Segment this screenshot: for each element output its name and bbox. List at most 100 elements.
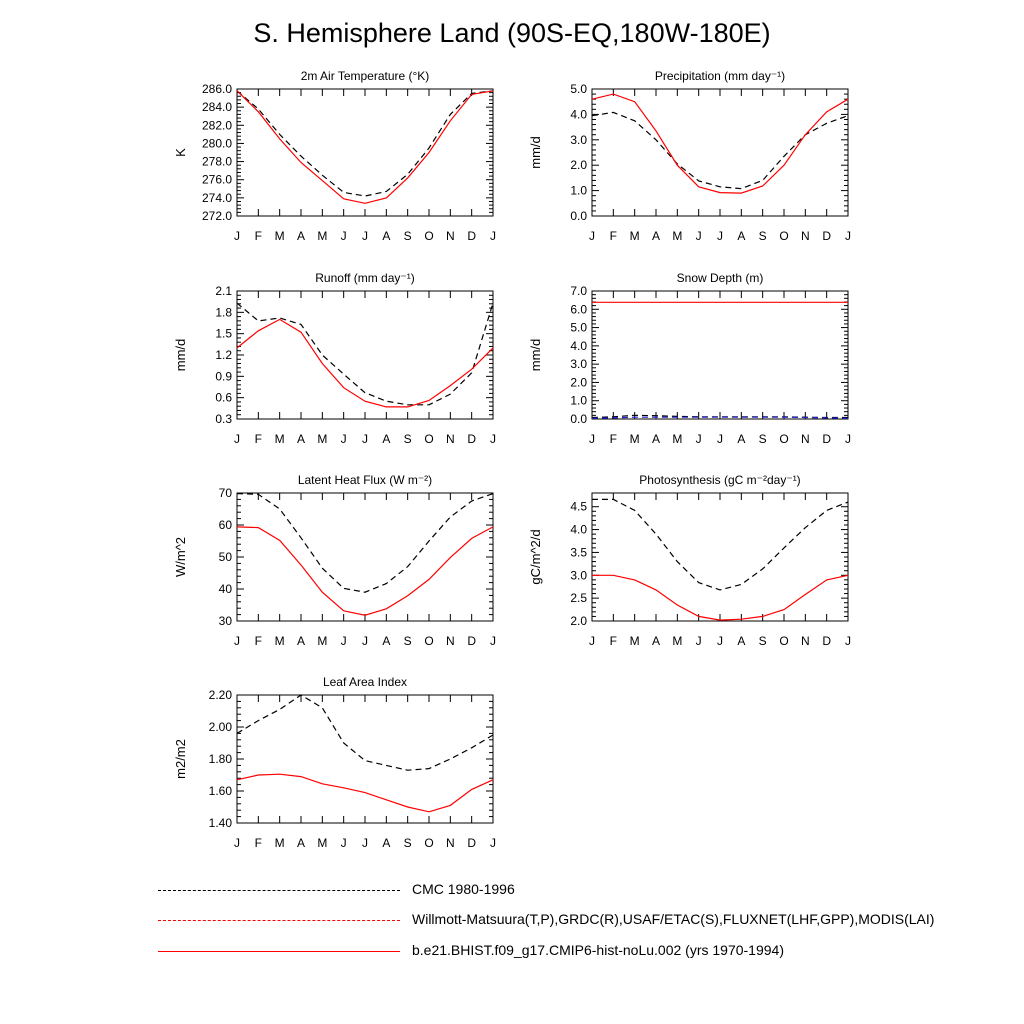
x-tick-label: S bbox=[404, 229, 412, 243]
x-tick-label: J bbox=[234, 229, 240, 243]
x-tick-label: J bbox=[845, 432, 851, 446]
y-tick-label: 274.0 bbox=[202, 191, 232, 205]
x-tick-label: A bbox=[297, 836, 305, 850]
x-tick-label: F bbox=[610, 432, 617, 446]
x-tick-label: S bbox=[404, 836, 412, 850]
x-tick-label: J bbox=[362, 634, 368, 648]
x-tick-label: J bbox=[589, 634, 595, 648]
y-tick-label: 3.0 bbox=[570, 133, 587, 147]
x-tick-label: A bbox=[382, 836, 390, 850]
legend-item-observations: Willmott-Matsuura(T,P),GRDC(R),USAF/ETAC… bbox=[158, 906, 1018, 936]
x-tick-label: A bbox=[652, 634, 660, 648]
x-tick-label: J bbox=[362, 432, 368, 446]
legend-item-model: b.e21.BHIST.f09_g17.CMIP6-hist-noLu.002 … bbox=[158, 937, 1018, 967]
series-line-obs bbox=[236, 694, 494, 771]
x-tick-label: A bbox=[297, 229, 305, 243]
x-tick-label: S bbox=[759, 432, 767, 446]
x-tick-label: F bbox=[610, 229, 617, 243]
x-tick-label: O bbox=[424, 229, 433, 243]
chart-title: Snow Depth (m) bbox=[677, 271, 764, 285]
y-tick-label: 2.0 bbox=[570, 375, 587, 389]
x-tick-label: D bbox=[467, 229, 476, 243]
x-tick-label: J bbox=[589, 432, 595, 446]
x-tick-label: J bbox=[490, 836, 496, 850]
x-tick-label: O bbox=[424, 634, 433, 648]
y-tick-label: 1.0 bbox=[570, 394, 587, 408]
x-tick-label: F bbox=[255, 836, 262, 850]
plot-frame bbox=[591, 492, 849, 622]
y-tick-label: 0.6 bbox=[215, 391, 232, 405]
plot-frame bbox=[236, 492, 494, 622]
y-tick-label: 30 bbox=[219, 614, 233, 628]
x-tick-label: O bbox=[779, 432, 788, 446]
x-tick-label: J bbox=[696, 229, 702, 243]
x-tick-label: D bbox=[822, 432, 831, 446]
y-tick-label: 280.0 bbox=[202, 136, 232, 150]
plot-frame bbox=[236, 290, 494, 420]
chart-title: Photosynthesis (gC m⁻²day⁻¹) bbox=[639, 473, 800, 487]
x-tick-label: N bbox=[446, 836, 455, 850]
y-tick-label: 70 bbox=[219, 486, 233, 500]
plot-frame bbox=[591, 88, 849, 217]
series-line-model bbox=[236, 318, 494, 408]
y-axis-label: mm/d bbox=[173, 339, 188, 372]
x-tick-label: J bbox=[696, 634, 702, 648]
chart-panel-snow-depth-m: Snow Depth (m) mm/d 0.0 1.0 2.0 3.0 4.0 5.0 6.0 7… bbox=[528, 271, 851, 446]
chart-panel-precipitation-mm-day: Precipitation (mm day⁻¹) mm/d 0.0 1.0 2.0 3.0… bbox=[528, 69, 851, 243]
chart-panel-leaf-area-index: Leaf Area Index m2/m2 1.40 1.60 1.80 2.00 2.20… bbox=[173, 675, 496, 850]
x-tick-label: F bbox=[255, 432, 262, 446]
y-tick-label: 1.40 bbox=[209, 816, 233, 830]
y-tick-label: 2.20 bbox=[209, 688, 233, 702]
x-tick-label: D bbox=[467, 634, 476, 648]
x-tick-label: J bbox=[341, 836, 347, 850]
x-tick-label: F bbox=[255, 229, 262, 243]
x-tick-label: M bbox=[275, 229, 285, 243]
series-line-model bbox=[591, 93, 849, 194]
y-axis-label: W/m^2 bbox=[173, 537, 188, 577]
x-tick-label: M bbox=[317, 229, 327, 243]
y-tick-label: 272.0 bbox=[202, 209, 232, 223]
x-tick-label: J bbox=[717, 229, 723, 243]
y-tick-label: 2.1 bbox=[215, 284, 232, 298]
x-tick-label: D bbox=[822, 229, 831, 243]
y-axis-label: m2/m2 bbox=[173, 739, 188, 779]
x-tick-label: A bbox=[297, 432, 305, 446]
legend-line-observations bbox=[158, 920, 400, 921]
x-tick-label: A bbox=[737, 229, 745, 243]
x-tick-label: D bbox=[467, 836, 476, 850]
series-line-model bbox=[236, 90, 494, 204]
x-tick-label: J bbox=[589, 229, 595, 243]
x-tick-label: J bbox=[717, 634, 723, 648]
y-tick-label: 4.5 bbox=[570, 500, 587, 514]
x-tick-label: M bbox=[630, 634, 640, 648]
x-tick-label: N bbox=[446, 432, 455, 446]
x-tick-label: J bbox=[845, 229, 851, 243]
chart-title: Precipitation (mm day⁻¹) bbox=[655, 69, 785, 83]
chart-panel-latent-heat-flux-w-m: Latent Heat Flux (W m⁻²) W/m^2 30 40 50 60 70 J… bbox=[173, 473, 496, 648]
y-tick-label: 278.0 bbox=[202, 155, 232, 169]
x-tick-label: O bbox=[424, 432, 433, 446]
x-tick-label: J bbox=[234, 432, 240, 446]
chart-panel-2m-air-temperature-k: 2m Air Temperature (°K) K 272.0 274.0 276.0 2… bbox=[173, 69, 496, 243]
x-tick-label: D bbox=[467, 432, 476, 446]
x-tick-label: A bbox=[737, 432, 745, 446]
x-tick-label: M bbox=[275, 432, 285, 446]
x-tick-label: S bbox=[404, 634, 412, 648]
series-line-obs bbox=[591, 111, 849, 190]
chart-title: 2m Air Temperature (°K) bbox=[301, 69, 430, 83]
x-tick-label: J bbox=[341, 432, 347, 446]
y-tick-label: 7.0 bbox=[570, 284, 587, 298]
series-line-obs bbox=[236, 90, 494, 197]
x-tick-label: N bbox=[801, 634, 810, 648]
series-line-model bbox=[236, 773, 494, 813]
plot-frame bbox=[236, 694, 494, 824]
x-tick-label: O bbox=[779, 229, 788, 243]
x-tick-label: M bbox=[275, 634, 285, 648]
y-tick-label: 3.0 bbox=[570, 357, 587, 371]
x-tick-label: J bbox=[234, 836, 240, 850]
x-tick-label: A bbox=[297, 634, 305, 648]
x-tick-label: F bbox=[255, 634, 262, 648]
x-tick-label: S bbox=[404, 432, 412, 446]
x-tick-label: A bbox=[382, 229, 390, 243]
